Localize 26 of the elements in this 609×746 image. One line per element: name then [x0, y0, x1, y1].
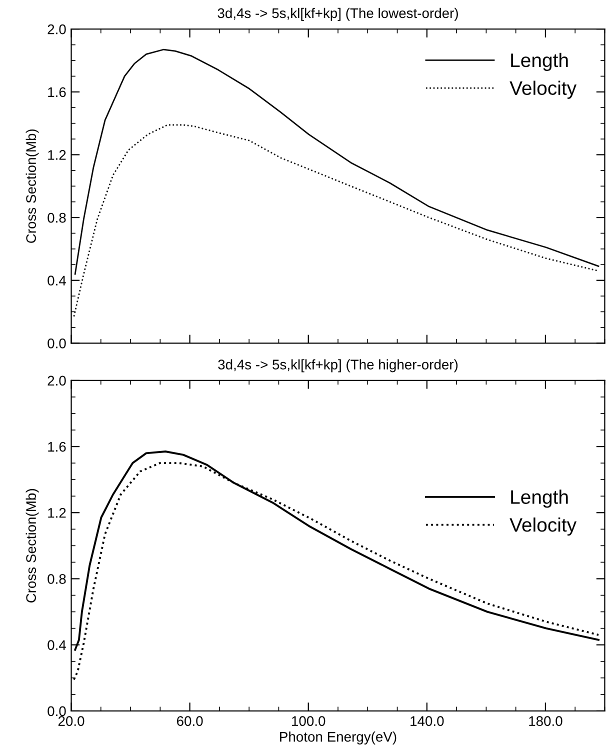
legend-label: Length [511, 52, 568, 71]
legend-label: Velocity [510, 518, 577, 536]
x-tick-label: 20.0 [58, 716, 84, 726]
y-tick-label: 0.0 [48, 706, 66, 716]
y-axis-title: Cross Section(Mb) [26, 489, 39, 602]
y-tick-label: 0.8 [48, 212, 66, 223]
y-tick-label: 1.6 [48, 87, 66, 98]
y-tick-label: 1.2 [48, 150, 66, 160]
y-tick-label: 0.0 [48, 338, 66, 348]
y-tick-label: 2.0 [48, 376, 66, 386]
y-tick-label: 0.4 [48, 276, 66, 286]
chart-title: 3d,4s -> 5s,kl[kf+kp] (The lowest-order) [218, 8, 458, 21]
legend-label: Velocity [510, 80, 577, 99]
x-axis-title: Photon Energy(eV) [280, 732, 396, 744]
y-axis-title: Cross Section(Mb) [26, 129, 39, 243]
y-tick-label: 0.8 [48, 574, 66, 584]
x-tick-label: 100.0 [292, 716, 326, 726]
y-tick-label: 1.6 [48, 442, 66, 452]
x-tick-label: 180.0 [529, 716, 562, 726]
y-tick-label: 1.2 [48, 508, 66, 518]
x-tick-label: 140.0 [410, 716, 444, 726]
x-tick-label: 60.0 [176, 716, 203, 726]
legend-label: Length [511, 490, 568, 508]
y-tick-label: 0.4 [48, 640, 66, 650]
y-tick-label: 2.0 [48, 24, 66, 34]
chart-title: 3d,4s -> 5s,kl[kf+kp] (The higher-order) [218, 359, 458, 372]
